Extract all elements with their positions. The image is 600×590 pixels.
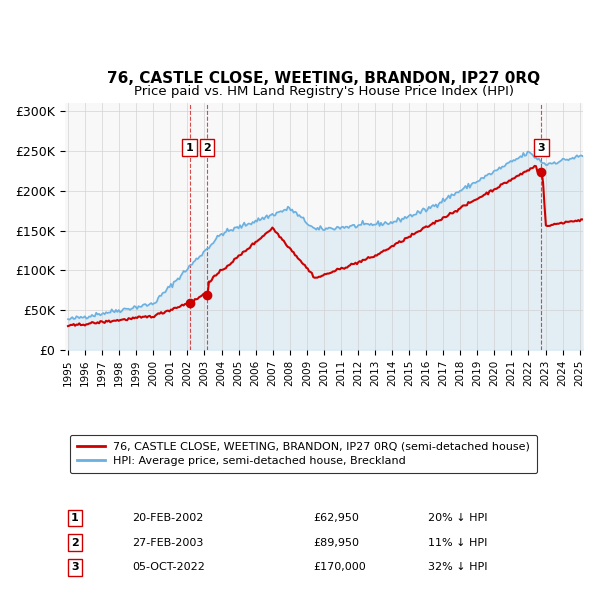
Text: 27-FEB-2003: 27-FEB-2003 bbox=[132, 537, 203, 548]
Text: 32% ↓ HPI: 32% ↓ HPI bbox=[428, 562, 487, 572]
Text: £62,950: £62,950 bbox=[313, 513, 359, 523]
Text: 3: 3 bbox=[538, 143, 545, 153]
Legend: 76, CASTLE CLOSE, WEETING, BRANDON, IP27 0RQ (semi-detached house), HPI: Average: 76, CASTLE CLOSE, WEETING, BRANDON, IP27… bbox=[70, 435, 537, 473]
Text: 11% ↓ HPI: 11% ↓ HPI bbox=[428, 537, 487, 548]
Text: 20-FEB-2002: 20-FEB-2002 bbox=[132, 513, 203, 523]
Text: £170,000: £170,000 bbox=[313, 562, 366, 572]
Text: £89,950: £89,950 bbox=[313, 537, 359, 548]
Text: 3: 3 bbox=[71, 562, 79, 572]
Text: 20% ↓ HPI: 20% ↓ HPI bbox=[428, 513, 487, 523]
Text: 2: 2 bbox=[203, 143, 211, 153]
Text: 05-OCT-2022: 05-OCT-2022 bbox=[132, 562, 205, 572]
Text: 1: 1 bbox=[186, 143, 193, 153]
Text: Price paid vs. HM Land Registry's House Price Index (HPI): Price paid vs. HM Land Registry's House … bbox=[134, 85, 514, 98]
Text: 1: 1 bbox=[71, 513, 79, 523]
Text: 76, CASTLE CLOSE, WEETING, BRANDON, IP27 0RQ: 76, CASTLE CLOSE, WEETING, BRANDON, IP27… bbox=[107, 71, 541, 86]
Text: 2: 2 bbox=[71, 537, 79, 548]
